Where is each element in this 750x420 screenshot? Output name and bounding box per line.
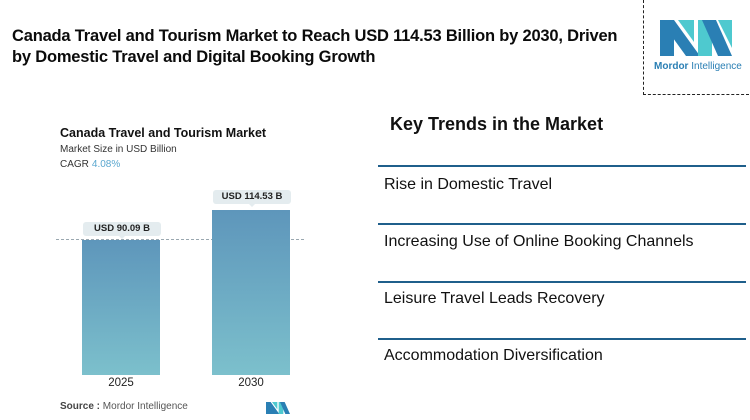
bar-label-2030: USD 114.53 B xyxy=(213,190,291,207)
trend-item: Rise in Domestic Travel xyxy=(384,176,553,193)
headline: Canada Travel and Tourism Market to Reac… xyxy=(12,27,618,66)
source: Source : Mordor Intelligence xyxy=(60,401,188,412)
divider xyxy=(378,165,746,167)
divider xyxy=(378,281,746,283)
bar-2025 xyxy=(82,240,160,375)
trend-item: Accommodation Diversification xyxy=(384,347,603,364)
chart-title: Canada Travel and Tourism Market xyxy=(60,126,267,140)
cagr-value: 4.08% xyxy=(91,159,121,170)
trends-title: Key Trends in the Market xyxy=(390,114,604,134)
x-label-2025: 2025 xyxy=(108,377,134,389)
chart-subtitle: Market Size in USD Billion xyxy=(60,144,177,155)
mordor-logo: Mordor Intelligence xyxy=(643,0,749,95)
logo-text: Mordor Intelligence xyxy=(654,61,742,72)
cagr: CAGR 4.08% xyxy=(60,159,121,170)
bar-2030 xyxy=(212,210,290,375)
mordor-logo-icon xyxy=(660,20,732,56)
divider xyxy=(378,338,746,340)
divider xyxy=(378,223,746,225)
reference-line xyxy=(56,239,304,240)
x-label-2030: 2030 xyxy=(238,377,264,389)
mordor-small-logo-icon xyxy=(266,402,290,414)
bar-label-2025: USD 90.09 B xyxy=(83,222,161,239)
chart-card: Canada Travel and Tourism Market Market … xyxy=(44,118,324,420)
trend-item: Increasing Use of Online Booking Channel… xyxy=(384,233,694,250)
trend-item: Leisure Travel Leads Recovery xyxy=(384,290,605,307)
